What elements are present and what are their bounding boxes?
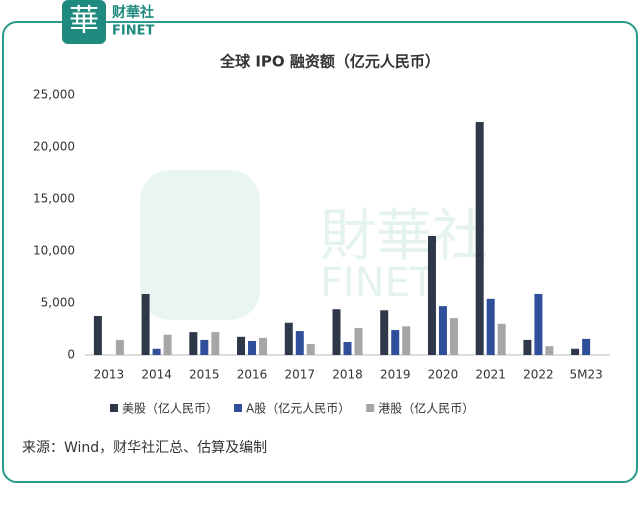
bar: [402, 326, 411, 355]
x-tick-label: 2017: [284, 368, 315, 382]
x-tick-label: 2015: [189, 368, 220, 382]
logo-badge: [62, 0, 106, 44]
source-note: 来源：Wind，财华社汇总、估算及编制: [22, 440, 267, 456]
bar: [211, 332, 220, 355]
legend-label: 港股（亿人民币）: [378, 401, 474, 416]
logo-mark: 華: [69, 4, 99, 39]
y-tick-label: 5,000: [41, 296, 75, 310]
bar: [427, 235, 436, 355]
bar: [141, 293, 150, 355]
bar: [571, 348, 580, 355]
y-tick-label: 10,000: [33, 244, 75, 258]
x-tick-label: 2013: [94, 368, 125, 382]
y-tick-label: 20,000: [33, 140, 75, 154]
bar: [343, 342, 352, 355]
x-tick-label: 2016: [237, 368, 268, 382]
bar: [497, 323, 506, 355]
bar: [391, 330, 400, 355]
chart-title: 全球 IPO 融资额（亿元人民币）: [219, 53, 440, 71]
x-tick-label: 2014: [141, 368, 172, 382]
x-tick-label: 2022: [523, 368, 554, 382]
legend-label: A股（亿元人民币）: [246, 401, 350, 416]
legend-swatch: [234, 404, 243, 412]
bar: [534, 293, 543, 355]
x-tick-label: 2020: [428, 368, 459, 382]
x-tick-label: 2019: [380, 368, 411, 382]
bar: [248, 340, 257, 355]
legend-label: 美股（亿人民币）: [122, 401, 218, 416]
x-tick-label: 2021: [475, 368, 506, 382]
bar: [306, 344, 315, 355]
bar: [380, 310, 389, 355]
bar: [523, 339, 532, 355]
x-tick-label: 5M23: [570, 368, 603, 382]
logo-latin: FINET: [112, 24, 154, 39]
legend-swatch: [366, 404, 375, 412]
y-tick-label: 0: [67, 348, 75, 362]
watermark-badge: [140, 170, 260, 320]
bar: [237, 336, 246, 355]
bar: [475, 122, 484, 355]
bar: [93, 316, 102, 355]
watermark-name: 財華社: [320, 204, 488, 269]
bar: [354, 327, 363, 355]
bar: [284, 322, 293, 355]
bar: [259, 337, 268, 355]
bar: [163, 334, 172, 355]
bar: [189, 332, 198, 355]
bar: [295, 331, 304, 355]
bar: [438, 306, 447, 355]
bar: [582, 338, 591, 355]
x-tick-label: 2018: [332, 368, 363, 382]
legend-swatch: [110, 404, 118, 412]
bar: [332, 309, 341, 355]
bar: [152, 348, 161, 355]
logo-name: 财華社: [111, 4, 154, 21]
bar: [486, 298, 495, 355]
bar: [115, 339, 124, 355]
y-tick-label: 15,000: [33, 192, 75, 206]
bar: [200, 339, 209, 355]
bar: [545, 346, 554, 355]
bar: [449, 318, 458, 355]
watermark-latin: FINET: [320, 260, 435, 306]
y-tick-label: 25,000: [33, 88, 75, 102]
